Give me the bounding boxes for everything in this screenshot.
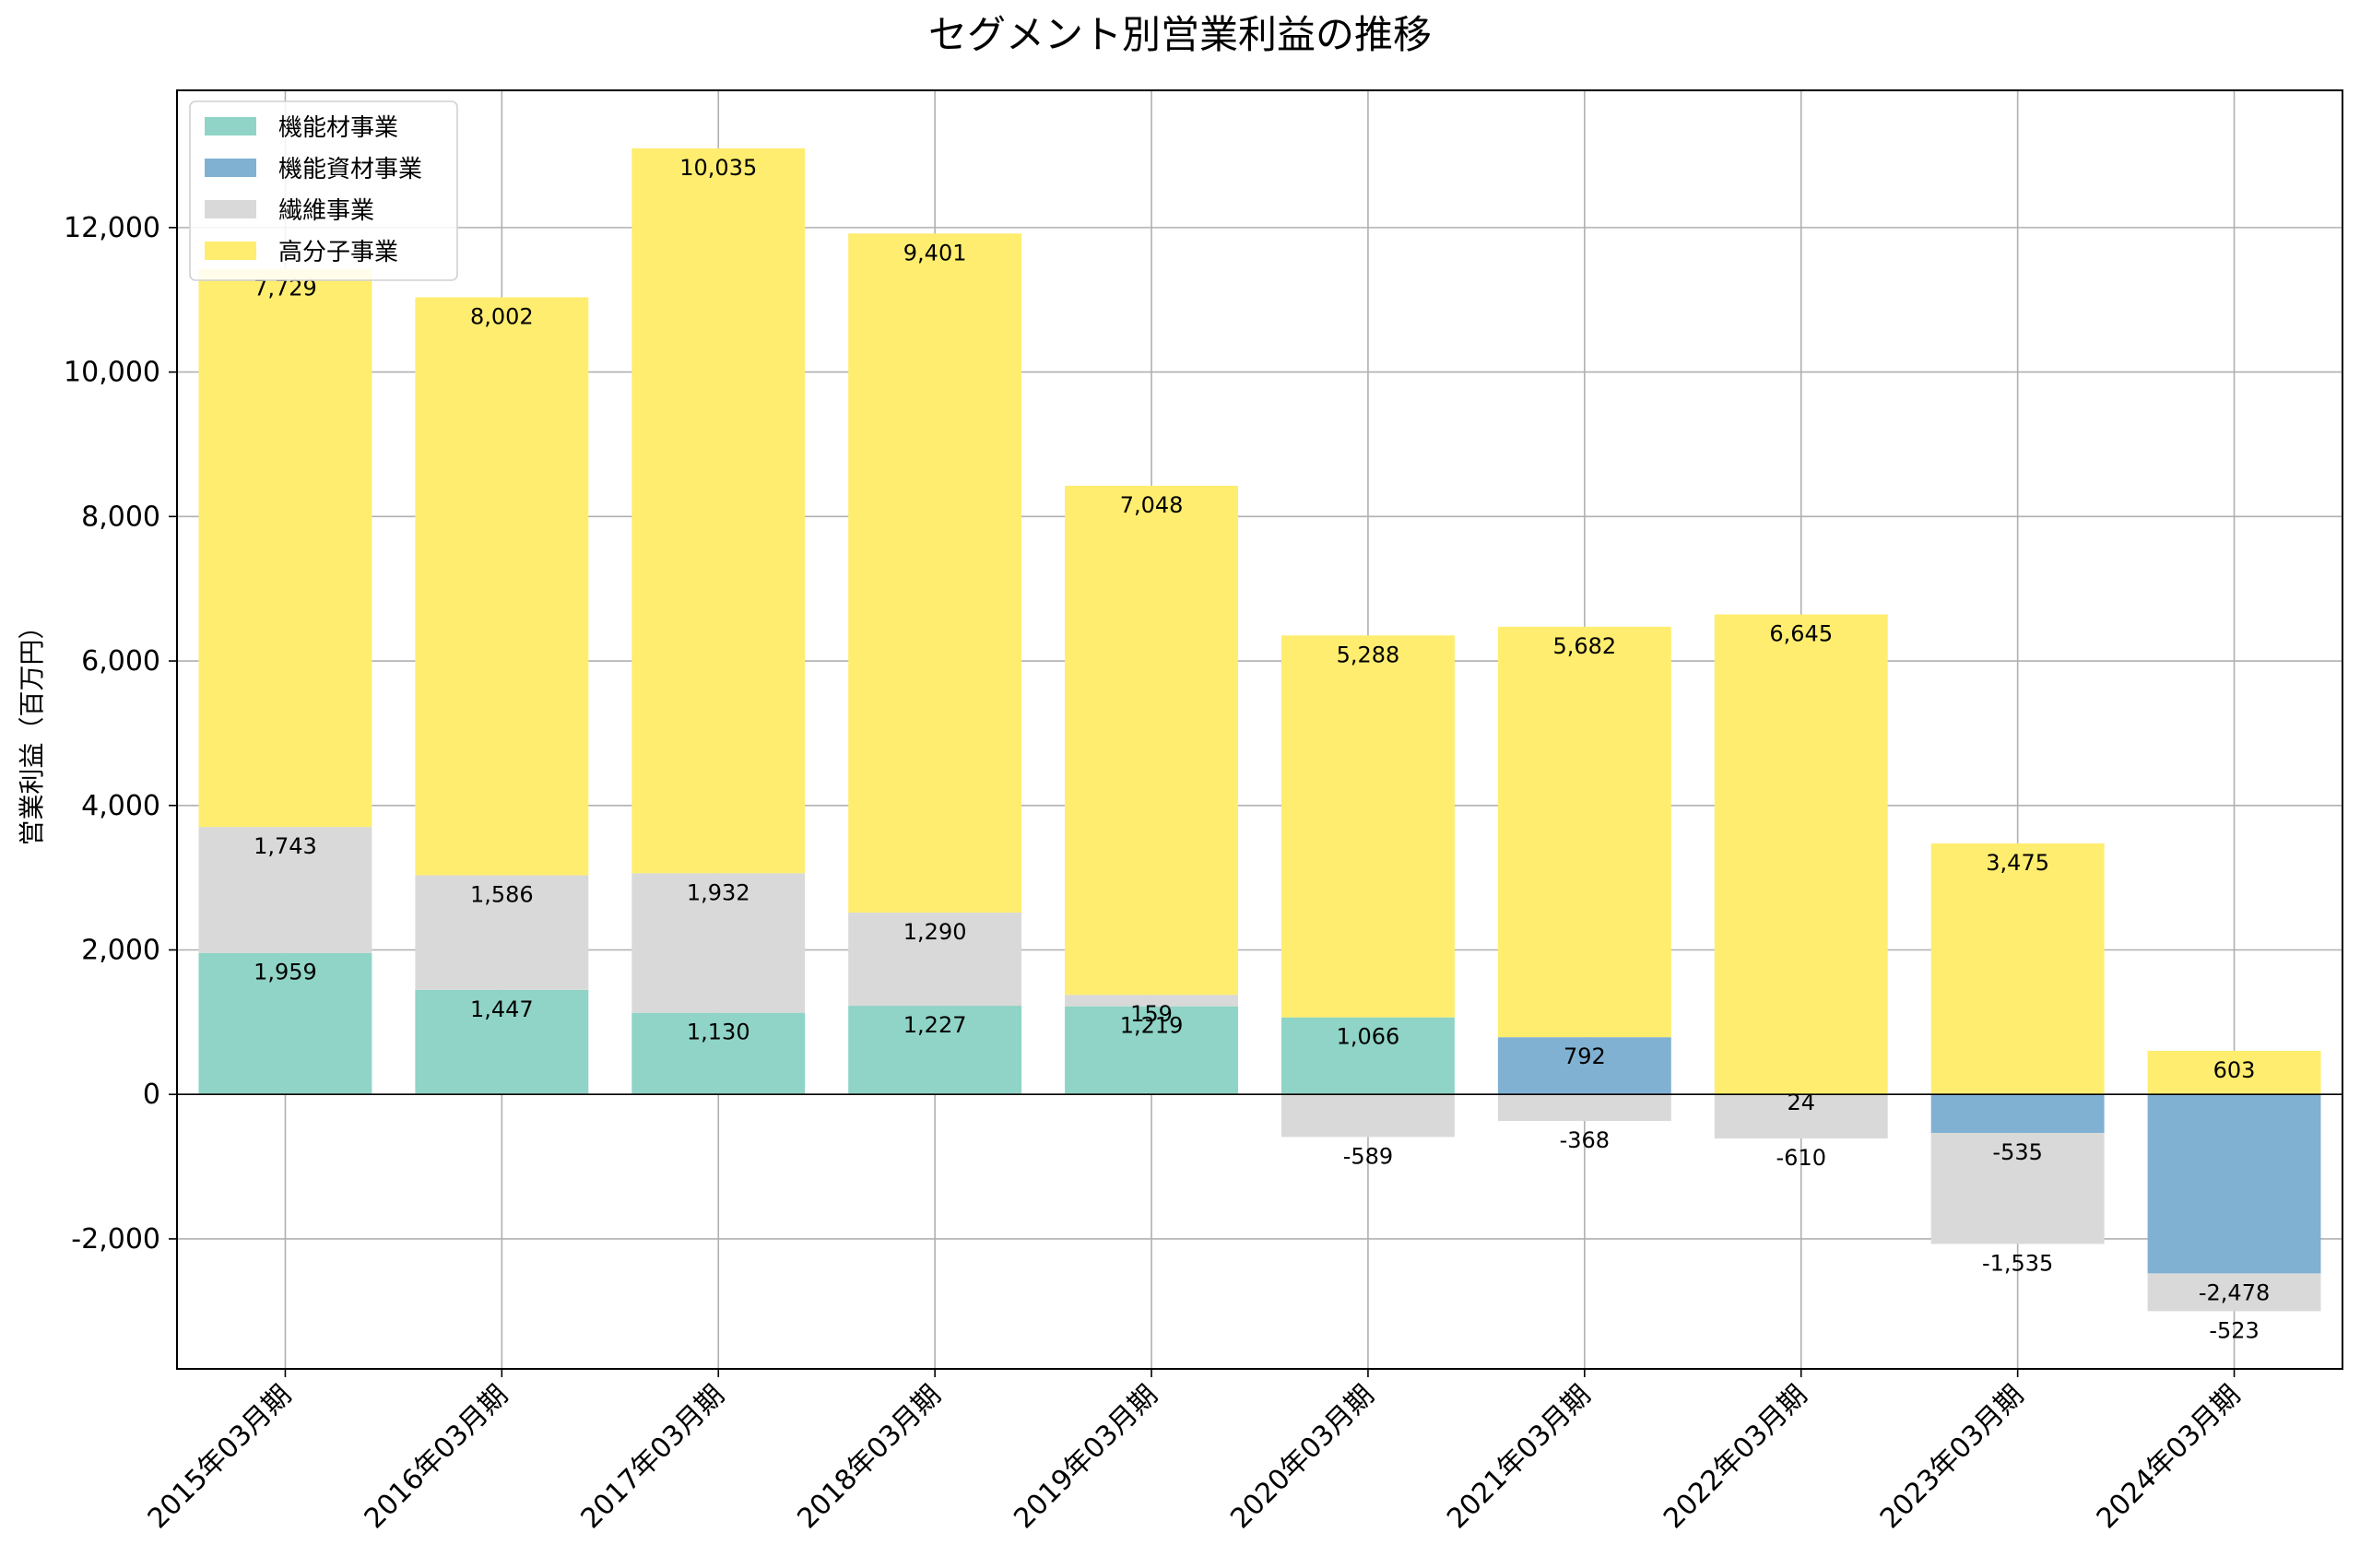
data-label: -2,478 xyxy=(2199,1279,2270,1305)
data-labels-layer: 1,959 1,447 1,130 1,227 1,219 1,066 792 -535 -2,… xyxy=(254,155,2270,1343)
bar-segment xyxy=(1930,843,2105,1095)
data-label: 603 xyxy=(2213,1057,2256,1083)
legend-box xyxy=(189,100,458,281)
bar-segment xyxy=(1280,1094,1455,1138)
bar-segment xyxy=(1065,1006,1239,1095)
y-tick-label: 2,000 xyxy=(81,935,160,967)
bar-segment xyxy=(415,297,589,876)
bar-segment xyxy=(1065,485,1239,996)
data-label: 24 xyxy=(1787,1090,1815,1115)
x-tick-label: 2023年03月期 xyxy=(1874,1379,2030,1535)
legend-label: 繊維事業 xyxy=(278,197,374,225)
x-tick-label: 2021年03月期 xyxy=(1441,1379,1597,1535)
y-axis-label: 営業利益（百万円） xyxy=(17,613,47,845)
bar-segment xyxy=(1714,614,1888,1095)
bar-segment xyxy=(1714,1094,1888,1139)
data-label: -1,535 xyxy=(1982,1250,2053,1276)
y-tick-label: 6,000 xyxy=(81,645,160,678)
data-label: 1,447 xyxy=(470,996,534,1022)
bar-segment xyxy=(1497,626,1671,1038)
y-tick-label: -2,000 xyxy=(71,1223,160,1256)
x-tick-label: 2022年03月期 xyxy=(1658,1379,1813,1535)
bar-segment xyxy=(631,147,806,874)
y-tick-label: 4,000 xyxy=(81,790,160,822)
bar-segment xyxy=(1930,1133,2105,1244)
data-label: 5,682 xyxy=(1552,633,1616,659)
data-label: -368 xyxy=(1560,1127,1610,1153)
x-tick-label: 2020年03月期 xyxy=(1224,1379,1380,1535)
data-label: -523 xyxy=(2209,1317,2259,1343)
legend-swatch xyxy=(205,117,256,136)
data-label: -589 xyxy=(1343,1143,1393,1169)
legend-label: 機能資材事業 xyxy=(278,156,422,183)
bar-segment xyxy=(198,952,372,1095)
y-tick-label: 10,000 xyxy=(64,357,160,389)
y-tick-label: 8,000 xyxy=(81,501,160,533)
plot-frame xyxy=(176,89,2343,1370)
data-label: 6,645 xyxy=(1769,621,1833,647)
bar-segment xyxy=(1280,1017,1455,1095)
bar-segment xyxy=(2147,1273,2321,1312)
data-label: 159 xyxy=(1130,1001,1173,1027)
data-label: 792 xyxy=(1564,1043,1606,1069)
bar-segment xyxy=(1497,1094,1671,1122)
legend-swatch xyxy=(205,242,256,260)
data-label: 1,066 xyxy=(1337,1024,1400,1050)
x-tick-label: 2019年03月期 xyxy=(1008,1379,1163,1535)
bar-segment xyxy=(1497,1037,1671,1095)
legend-label: 高分子事業 xyxy=(278,239,398,266)
bar-segment xyxy=(848,233,1022,913)
data-label: 10,035 xyxy=(679,155,757,181)
x-tick-label: 2017年03月期 xyxy=(575,1379,731,1535)
bar-segment xyxy=(1930,1094,2105,1134)
data-label: -610 xyxy=(1776,1145,1826,1171)
data-label: 1,130 xyxy=(687,1020,750,1045)
bar-segment xyxy=(631,1012,806,1095)
bars-layer xyxy=(198,147,2321,1312)
y-tick-label: 12,000 xyxy=(64,212,160,244)
bar-segment xyxy=(2147,1094,2321,1274)
bar-segment xyxy=(415,989,589,1095)
bar-segment xyxy=(198,268,372,828)
y-tick-label: 0 xyxy=(143,1079,160,1111)
data-label: 1,932 xyxy=(687,879,750,905)
bar-segment xyxy=(198,827,372,953)
bar-segment xyxy=(1280,635,1455,1018)
data-label: 1,586 xyxy=(470,882,534,908)
x-tick-label: 2018年03月期 xyxy=(791,1379,947,1535)
chart-title: セグメント別営業利益の推移 xyxy=(928,12,1432,57)
x-tick-label: 2024年03月期 xyxy=(2091,1379,2247,1535)
data-label: 1,743 xyxy=(254,833,317,859)
data-label: 1,959 xyxy=(254,960,317,985)
legend-swatch xyxy=(205,159,256,177)
legend-swatch xyxy=(205,200,256,218)
legend-label: 機能材事業 xyxy=(278,114,398,142)
x-tick-label: 2016年03月期 xyxy=(359,1379,514,1535)
data-label: 3,475 xyxy=(1986,850,2049,876)
bar-segment xyxy=(1065,995,1239,1007)
bar-segment xyxy=(415,875,589,990)
data-label: 1,227 xyxy=(903,1012,967,1038)
bar-segment xyxy=(848,1006,1022,1095)
data-label: 1,219 xyxy=(1120,1013,1184,1039)
bar-segment xyxy=(2147,1050,2321,1095)
data-label: 8,002 xyxy=(470,304,534,330)
data-label: 5,288 xyxy=(1337,642,1400,667)
x-tick-label: 2015年03月期 xyxy=(142,1379,298,1535)
bar-segment xyxy=(631,873,806,1013)
data-label: 1,290 xyxy=(903,919,967,945)
data-label: 9,401 xyxy=(903,240,967,265)
data-label: 7,048 xyxy=(1120,492,1184,518)
data-label: -535 xyxy=(1992,1139,2042,1165)
bar-segment xyxy=(848,912,1022,1007)
